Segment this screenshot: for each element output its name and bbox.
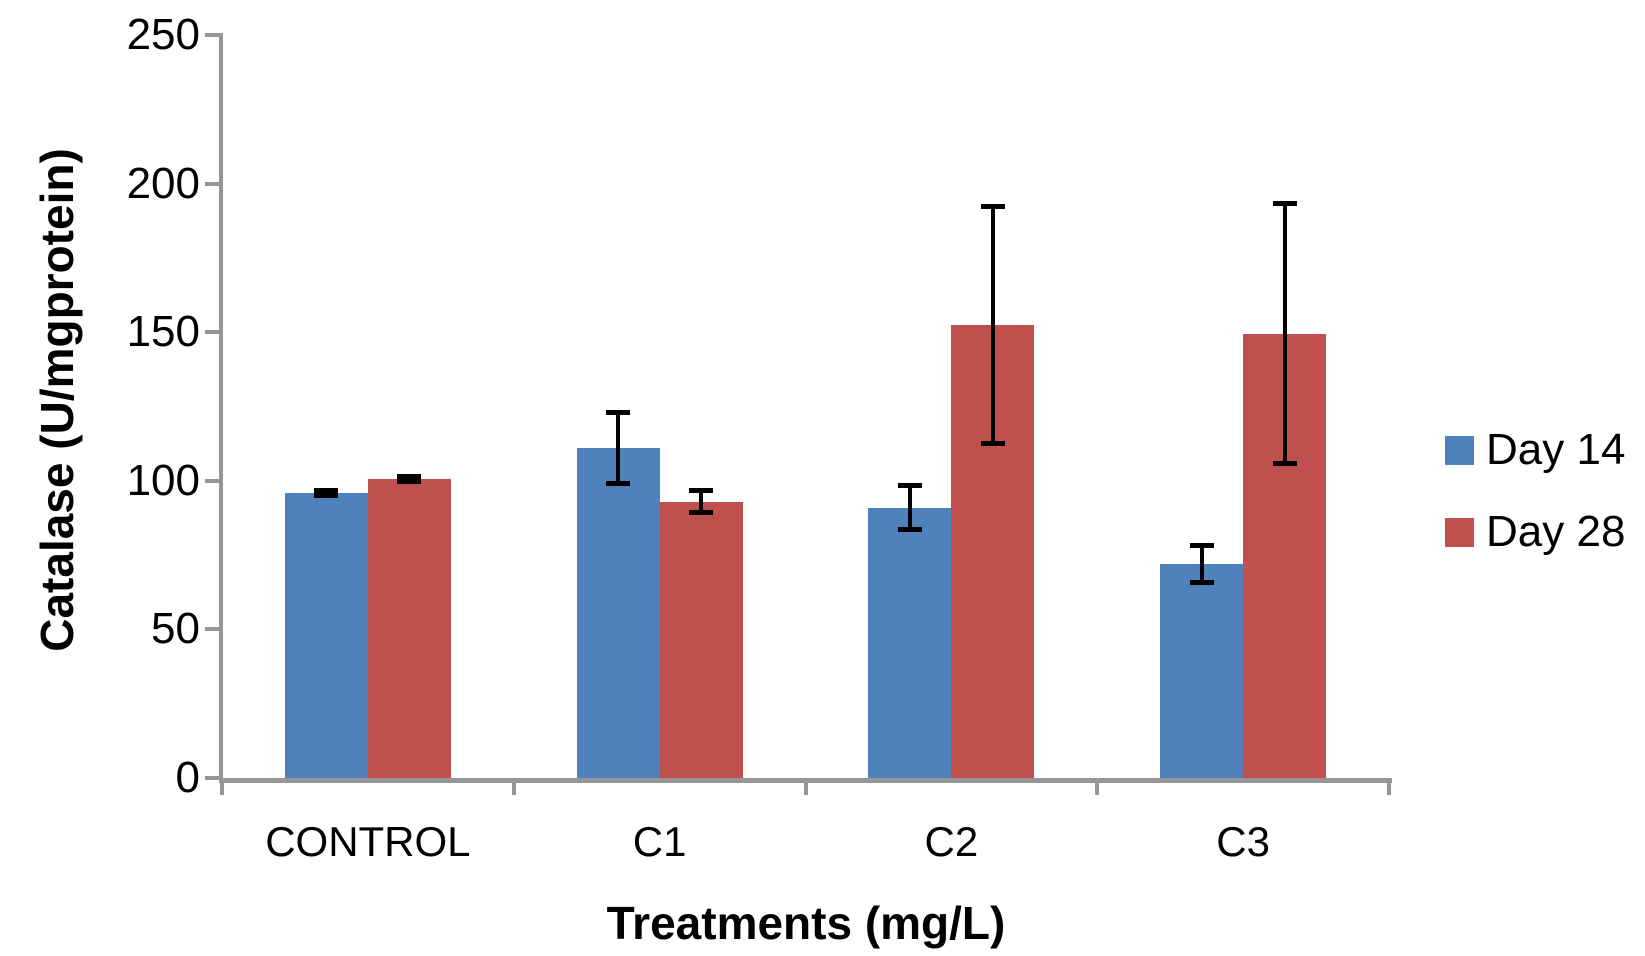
bar-day-14-c2 <box>868 507 952 778</box>
error-bar-cap-bottom <box>1189 580 1214 586</box>
error-bar-cap-bottom <box>314 492 339 498</box>
y-tick-label-150: 150 <box>126 307 200 357</box>
x-tick-label-c2: C2 <box>924 818 979 865</box>
x-tick-label-c3: C3 <box>1216 818 1270 865</box>
error-bar-line <box>1199 544 1204 584</box>
error-bar-cap-top <box>606 410 631 416</box>
legend-swatch <box>1445 517 1474 547</box>
error-bar-cap-top <box>1189 542 1214 548</box>
error-bar-cap-top <box>314 487 339 493</box>
y-tick-mark <box>205 181 220 186</box>
error-bar-cap-bottom <box>689 510 714 516</box>
error-bar-line <box>907 485 912 530</box>
y-tick-mark <box>205 330 220 335</box>
x-tick-mark <box>220 780 224 795</box>
error-bar-line <box>699 489 704 514</box>
error-bar-line <box>616 412 621 484</box>
y-tick-label-100: 100 <box>126 455 200 505</box>
error-bar-cap-top <box>980 203 1005 209</box>
x-tick-label-c1: C1 <box>632 818 687 865</box>
error-bar-line <box>1282 202 1287 465</box>
error-bar-cap-top <box>1272 200 1297 206</box>
legend-item-day-28: Day 28 <box>1445 506 1625 558</box>
x-tick-mark <box>803 780 808 795</box>
y-tick-label-0: 0 <box>175 753 200 802</box>
y-tick-mark <box>205 478 220 483</box>
error-bar-cap-bottom <box>397 479 422 485</box>
error-bar-cap-top <box>897 483 922 489</box>
legend-swatch <box>1445 435 1474 465</box>
y-tick-mark <box>205 33 220 37</box>
bar-day-14-control <box>284 492 368 778</box>
legend-label: Day 28 <box>1486 507 1626 556</box>
y-tick-label-200: 200 <box>126 158 200 208</box>
legend-item-day-14: Day 14 <box>1445 424 1625 476</box>
error-bar-cap-top <box>397 474 422 480</box>
legend-label: Day 14 <box>1486 425 1626 474</box>
error-bar-line <box>990 205 995 444</box>
x-tick-label-control: CONTROL <box>265 818 471 865</box>
y-tick-label-250: 250 <box>126 10 200 59</box>
y-axis-line <box>219 33 223 782</box>
x-axis-line <box>219 778 1392 783</box>
bar-day-14-c1 <box>576 448 660 778</box>
bar-day-14-c3 <box>1160 564 1244 778</box>
y-tick-mark <box>205 627 220 632</box>
error-bar-cap-top <box>689 487 714 493</box>
x-axis-title: Treatments (mg/L) <box>606 897 1006 949</box>
error-bar-cap-bottom <box>897 526 922 532</box>
legend: Day 14 Day 28 <box>1445 424 1625 588</box>
x-tick-mark <box>1387 780 1391 795</box>
x-tick-mark <box>511 780 516 795</box>
error-bar-cap-bottom <box>980 440 1005 446</box>
y-tick-mark <box>205 776 220 780</box>
error-bar-cap-bottom <box>606 480 631 486</box>
bar-day-28-control <box>367 479 451 778</box>
x-tick-mark <box>1095 780 1100 795</box>
bar-day-28-c1 <box>659 501 743 778</box>
error-bar-cap-bottom <box>1272 461 1297 467</box>
y-tick-label-50: 50 <box>151 604 200 654</box>
